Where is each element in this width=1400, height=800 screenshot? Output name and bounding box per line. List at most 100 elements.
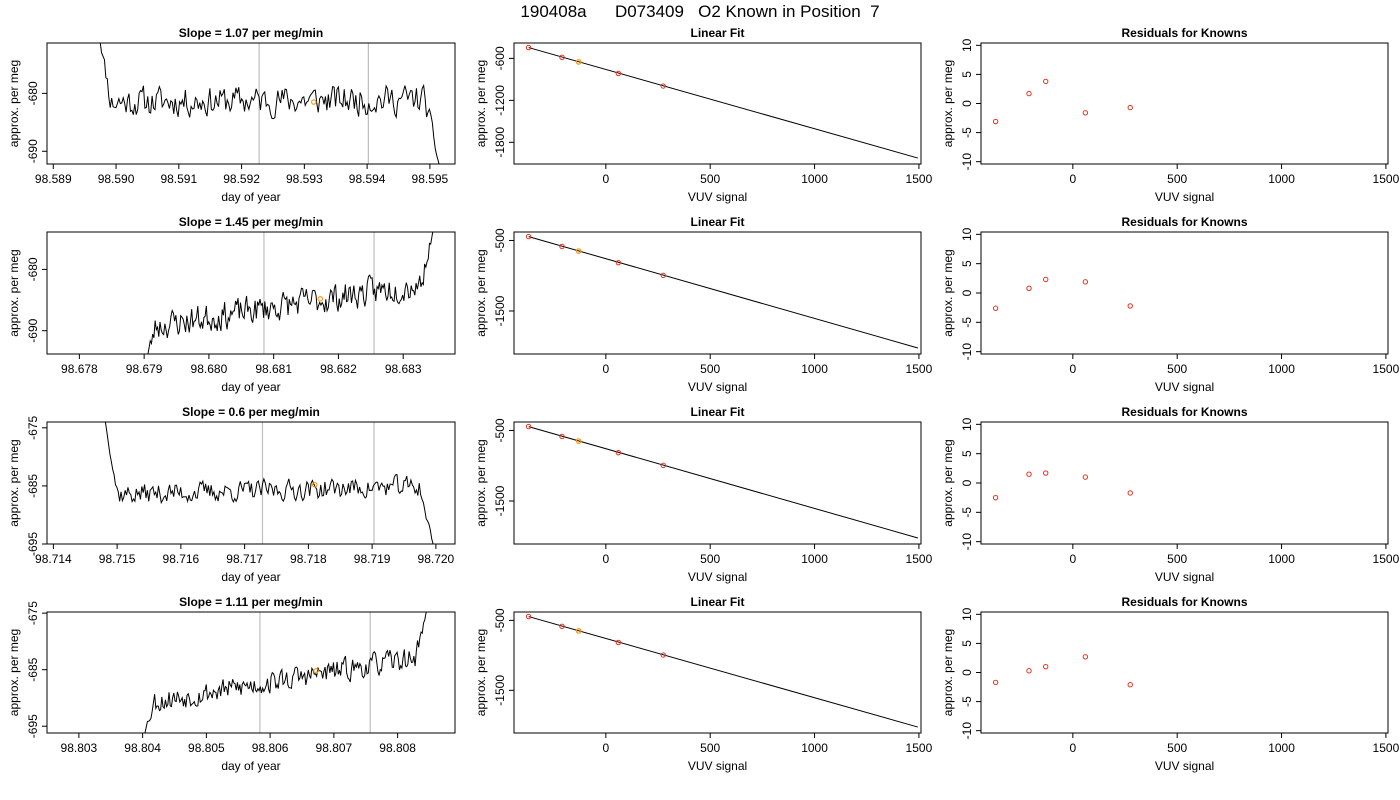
resid-1-known-point-1 xyxy=(992,118,999,125)
resid-3-x-tick-label-4: 1500 xyxy=(1373,552,1400,566)
resid-2-frame xyxy=(980,231,1389,355)
slope-1-x-axis-label: day of year xyxy=(221,190,280,204)
resid-3-y-axis-label: approx. per meg xyxy=(941,439,955,526)
fit-1-frame xyxy=(513,42,922,165)
resid-4-x-tick-label-1: 0 xyxy=(1069,741,1076,755)
resid-1-frame xyxy=(980,42,1389,165)
fit-1-y-tick-label-3: -600 xyxy=(493,46,507,70)
resid-3-x-axis-label: VUV signal xyxy=(1155,570,1214,584)
fit-2-fit-line xyxy=(528,236,919,349)
fit-4-highlight-point xyxy=(575,628,582,634)
fit-4-known-point-2 xyxy=(559,623,565,630)
resid-2-y-tick-label-2: -5 xyxy=(960,317,974,328)
slope-3-y-tick-label-2: -685 xyxy=(26,474,40,498)
slope-4-trace xyxy=(144,612,428,733)
slope-2-y-axis-label: approx. per meg xyxy=(7,249,21,336)
resid-4-x-tick-label-4: 1500 xyxy=(1373,741,1400,755)
fit-3-known-point-1 xyxy=(525,423,532,430)
resid-2-known-point-1 xyxy=(992,305,999,311)
slope-3-x-tick-label-4: 98.717 xyxy=(226,552,263,566)
resid-4-x-tick-label-3: 1000 xyxy=(1268,741,1295,755)
fit-1-fit-line xyxy=(528,47,919,159)
slope-3-x-tick-label-2: 98.715 xyxy=(99,552,136,566)
fit-1-x-tick-label-2: 500 xyxy=(700,172,720,186)
resid-1-x-tick-label-1: 0 xyxy=(1069,172,1076,186)
resid-1-y-tick-label-2: -5 xyxy=(960,127,974,138)
fit-4-x-tick-label-3: 1000 xyxy=(801,741,828,755)
resid-2-y-axis-label: approx. per meg xyxy=(941,249,955,336)
fit-3-highlight-point xyxy=(575,438,582,444)
resid-4-y-tick-label-3: 0 xyxy=(960,669,974,676)
fit-4-frame xyxy=(513,611,922,734)
resid-3-y-tick-label-1: -10 xyxy=(960,533,974,551)
resid-4-y-tick-label-1: -10 xyxy=(960,722,974,740)
fit-3-y-axis-label: approx. per meg xyxy=(474,439,488,526)
resid-2-known-point-4 xyxy=(1082,279,1089,285)
fit-2-title: Linear Fit xyxy=(690,215,744,229)
resid-3-frame xyxy=(980,421,1389,545)
resid-2-x-axis-label: VUV signal xyxy=(1155,380,1214,394)
slope-3-x-tick-label-7: 98.720 xyxy=(418,552,455,566)
fit-3-x-tick-label-2: 500 xyxy=(700,552,720,566)
resid-3-known-point-5 xyxy=(1127,490,1133,496)
fit-2-x-axis-label: VUV signal xyxy=(688,380,747,394)
resid-3-y-tick-label-4: 5 xyxy=(960,450,974,457)
resid-3-x-tick-label-3: 1000 xyxy=(1268,552,1295,566)
fit-2-x-tick-label-3: 1000 xyxy=(801,362,828,376)
slope-4-x-tick-label-2: 98.804 xyxy=(124,741,161,755)
slope-2-frame xyxy=(46,231,456,355)
slope-4-frame xyxy=(46,611,456,734)
slope-1-x-tick-label-1: 98.589 xyxy=(35,172,72,186)
fit-4-fit-line xyxy=(528,616,919,728)
slope-2-x-tick-label-6: 98.683 xyxy=(385,362,422,376)
slope-4-title: Slope = 1.11 per meg/min xyxy=(179,595,323,609)
resid-4-known-point-3 xyxy=(1043,663,1049,670)
slope-4-y-tick-label-1: -695 xyxy=(26,714,40,738)
fit-1-known-point-4 xyxy=(615,70,622,77)
resid-3-y-tick-label-2: -5 xyxy=(960,507,974,518)
resid-4-y-tick-label-5: 10 xyxy=(960,607,974,621)
resid-4-y-tick-label-2: -5 xyxy=(960,696,974,707)
fit-2-x-tick-label-4: 1500 xyxy=(906,362,933,376)
slope-2-y-tick-label-1: -690 xyxy=(26,318,40,342)
resid-4-y-axis-label: approx. per meg xyxy=(941,629,955,716)
resid-2-known-point-3 xyxy=(1043,276,1049,283)
resid-1-known-point-2 xyxy=(1026,90,1032,97)
resid-2-x-tick-label-3: 1000 xyxy=(1268,362,1295,376)
resid-2-known-point-2 xyxy=(1026,285,1032,292)
slope-3-y-tick-label-3: -675 xyxy=(26,415,40,439)
resid-3-known-point-1 xyxy=(992,494,999,501)
resid-1-x-tick-label-2: 500 xyxy=(1167,172,1187,186)
fit-4-title: Linear Fit xyxy=(690,595,744,609)
slope-3-highlight-point xyxy=(311,481,318,488)
resid-2-y-tick-label-5: 10 xyxy=(960,227,974,241)
slope-1-y-tick-label-2: -680 xyxy=(26,81,40,105)
slope-1-x-tick-label-3: 98.591 xyxy=(160,172,197,186)
resid-1-x-tick-label-4: 1500 xyxy=(1373,172,1400,186)
resid-4-title: Residuals for Knowns xyxy=(1121,595,1247,609)
slope-3-y-axis-label: approx. per meg xyxy=(7,439,21,526)
slope-1-title: Slope = 1.07 per meg/min xyxy=(179,26,323,40)
fit-1-x-tick-label-4: 1500 xyxy=(906,172,933,186)
resid-3-x-tick-label-1: 0 xyxy=(1069,552,1076,566)
fit-2-known-point-2 xyxy=(559,243,565,250)
fit-3-frame xyxy=(513,421,922,545)
resid-2-x-tick-label-2: 500 xyxy=(1167,362,1187,376)
slope-4-x-tick-label-6: 98.808 xyxy=(379,741,416,755)
resid-4-y-tick-label-4: 5 xyxy=(960,640,974,647)
slope-4-x-tick-label-1: 98.803 xyxy=(61,741,98,755)
fit-1-title: Linear Fit xyxy=(690,26,744,40)
fit-1-y-tick-label-2: -1200 xyxy=(493,85,507,116)
slope-4-y-axis-label: approx. per meg xyxy=(7,629,21,716)
slope-3-title: Slope = 0.6 per meg/min xyxy=(182,405,320,419)
slope-4-y-tick-label-2: -685 xyxy=(26,657,40,681)
slope-3-x-tick-label-1: 98.714 xyxy=(35,552,72,566)
fit-3-known-point-4 xyxy=(615,449,622,456)
slope-3-x-tick-label-5: 98.718 xyxy=(290,552,327,566)
slope-3-x-tick-label-6: 98.719 xyxy=(354,552,391,566)
fit-2-known-point-5 xyxy=(660,272,666,279)
slope-2-highlight-point xyxy=(317,296,324,302)
slope-2-x-tick-label-5: 98.682 xyxy=(320,362,357,376)
resid-4-x-axis-label: VUV signal xyxy=(1155,759,1214,773)
fit-3-y-tick-label-2: -500 xyxy=(493,418,507,442)
